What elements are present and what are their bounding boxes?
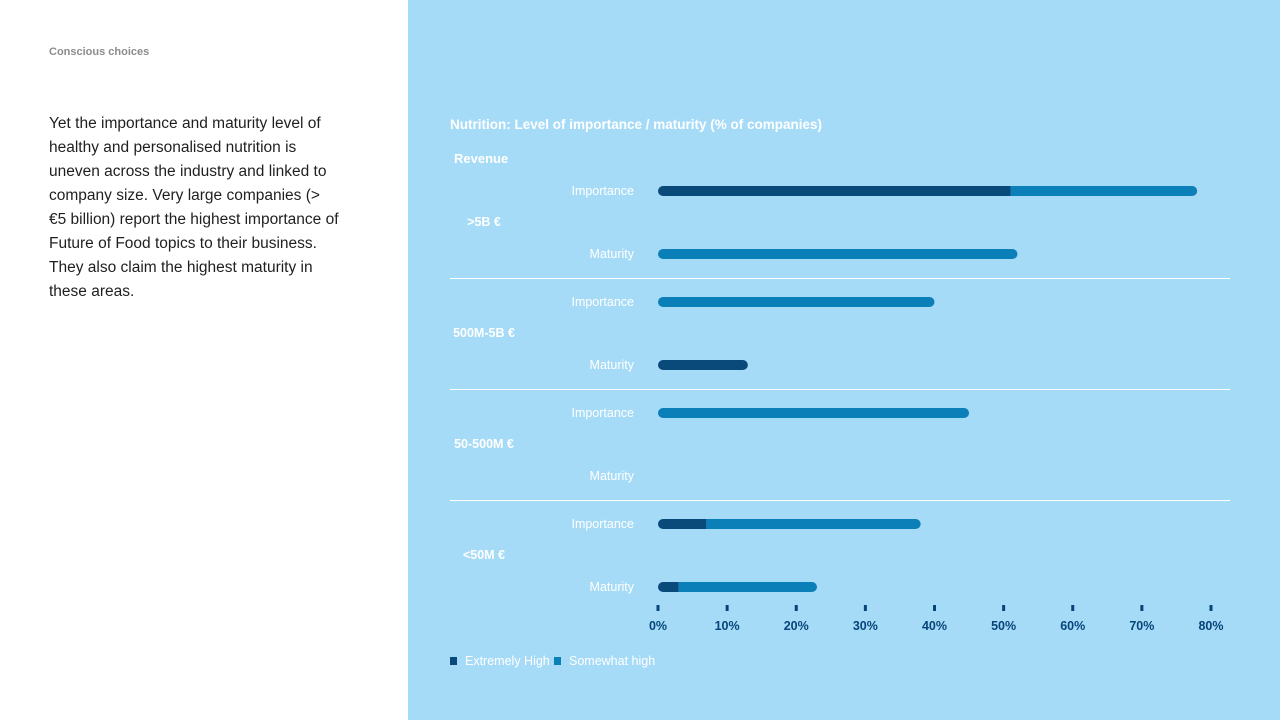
x-tick-label: 10% <box>715 619 740 633</box>
group-3: <50M € Importance Maturity <box>463 517 921 594</box>
bar-somewhat-high <box>706 519 921 529</box>
bar-somewhat-high <box>658 297 935 307</box>
chart-title: Nutrition: Level of importance / maturit… <box>450 117 822 132</box>
x-tick-label: 60% <box>1060 619 1085 633</box>
x-tick-label: 40% <box>922 619 947 633</box>
row-label: Maturity <box>590 358 635 372</box>
bar-somewhat-high <box>1010 186 1198 196</box>
row-label: Maturity <box>590 580 635 594</box>
group-label: 50-500M € <box>454 437 514 451</box>
x-axis: 0% 10% 20% 30% 40% 50% 60% 70% 80% <box>649 605 1224 633</box>
x-tick-label: 70% <box>1129 619 1154 633</box>
x-tick <box>1209 605 1213 611</box>
group-label: 500M-5B € <box>453 326 515 340</box>
x-tick <box>1140 605 1144 611</box>
legend-swatch <box>554 657 561 665</box>
x-tick <box>725 605 729 611</box>
row-label: Importance <box>571 406 634 420</box>
bar-somewhat-high <box>678 582 817 592</box>
x-tick-label: 0% <box>649 619 667 633</box>
chart-legend: Extremely High Somewhat high <box>450 654 655 668</box>
bar-extremely-high <box>658 360 748 370</box>
legend-label: Extremely High <box>465 654 550 668</box>
revenue-header: Revenue <box>454 151 508 166</box>
body-paragraph: Yet the importance and maturity level of… <box>49 115 339 300</box>
legend-label: Somewhat high <box>569 654 655 668</box>
group-0: >5B € Importance Maturity <box>450 184 1230 279</box>
x-tick-label: 50% <box>991 619 1016 633</box>
x-tick <box>656 605 660 611</box>
x-tick <box>794 605 798 611</box>
x-tick <box>1071 605 1075 611</box>
group-1: 500M-5B € Importance Maturity <box>450 295 1230 390</box>
chart-rows: >5B € Importance Maturity 500M-5B € Importan… <box>450 184 1230 594</box>
bar-extremely-high <box>658 186 1011 196</box>
group-2: 50-500M € Importance Maturity <box>450 406 1230 501</box>
section-kicker: Conscious choices <box>49 46 150 58</box>
chart-panel: Nutrition: Level of importance / maturit… <box>408 0 1280 720</box>
row-label: Maturity <box>590 247 635 261</box>
row-label: Maturity <box>590 469 635 483</box>
x-tick-label: 20% <box>784 619 809 633</box>
bar-extremely-high <box>658 582 679 592</box>
nutrition-chart: Nutrition: Level of importance / maturit… <box>450 117 1230 668</box>
x-tick <box>863 605 867 611</box>
bar-extremely-high <box>658 519 707 529</box>
row-label: Importance <box>571 295 634 309</box>
x-tick <box>1002 605 1006 611</box>
x-tick <box>933 605 936 611</box>
bar-somewhat-high <box>658 408 970 418</box>
group-label: >5B € <box>467 215 501 229</box>
group-label: <50M € <box>463 548 505 562</box>
row-label: Importance <box>571 184 634 198</box>
text-column: Conscious choices Yet the importance and… <box>0 0 408 720</box>
bar-somewhat-high <box>658 249 1018 259</box>
legend-swatch <box>450 657 457 665</box>
x-tick-label: 30% <box>853 619 878 633</box>
row-label: Importance <box>571 517 634 531</box>
x-tick-label: 80% <box>1198 619 1223 633</box>
